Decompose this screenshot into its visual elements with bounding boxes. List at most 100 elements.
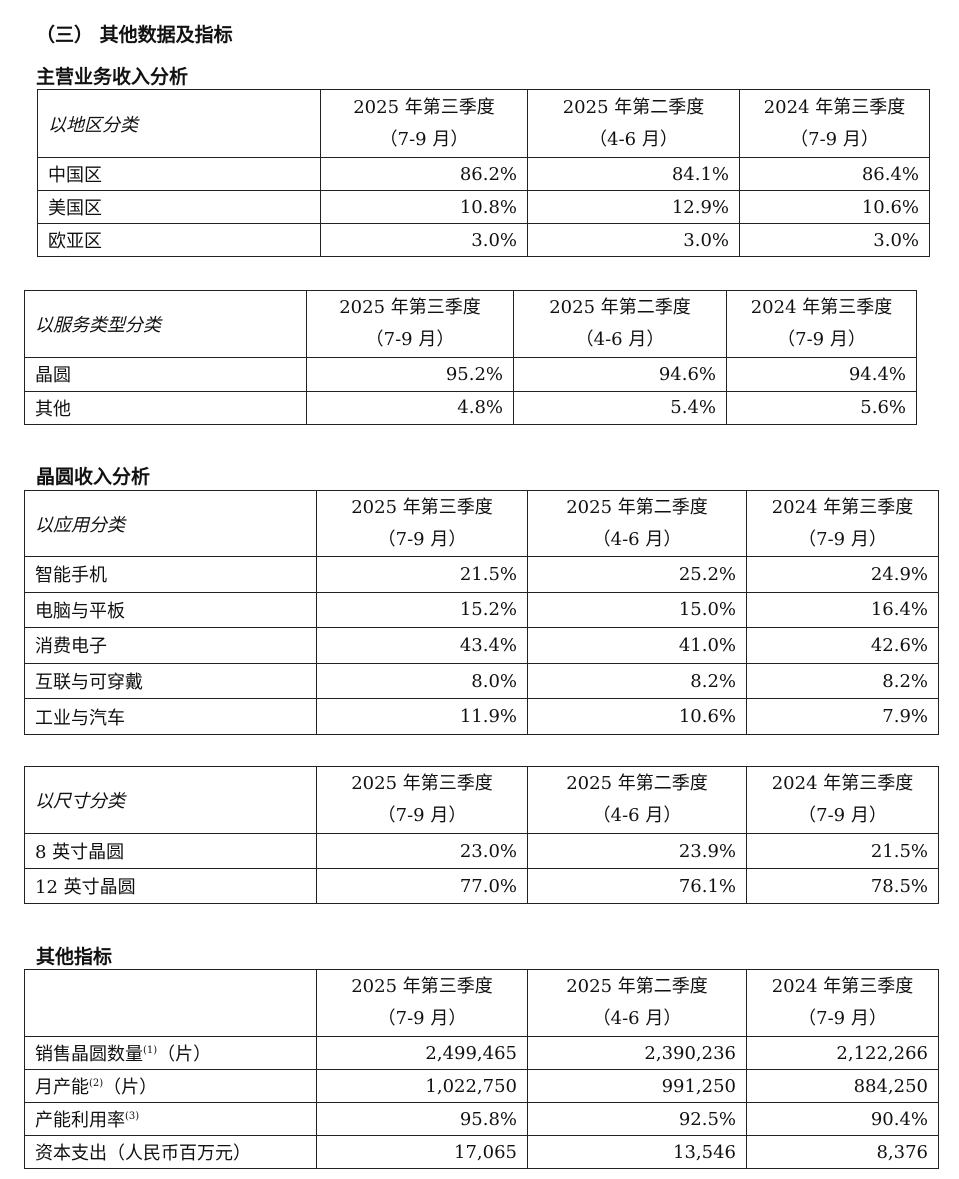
value-cell: 15.0% — [527, 591, 747, 629]
period-line1: 2024 年第三季度 — [763, 96, 906, 118]
table-row: 美国区 10.8% 12.9% 10.6% — [37, 190, 930, 224]
period-line1: 2024 年第三季度 — [750, 297, 893, 318]
period-line2: （7-9 月） — [777, 329, 866, 350]
period-line1: 2024 年第三季度 — [771, 976, 914, 997]
period-header: 2025 年第二季度 （4-6 月） — [527, 766, 747, 834]
value-cell: 92.5% — [527, 1102, 747, 1136]
value-cell: 77.0% — [316, 868, 528, 904]
header-row: 2025 年第三季度 （7-9 月） 2025 年第二季度 （4-6 月） 2024 年… — [24, 969, 939, 1037]
period-line2: （7-9 月） — [790, 128, 879, 150]
table-row: 电脑与平板 15.2% 15.0% 16.4% — [24, 591, 939, 629]
value-cell: 884,250 — [746, 1069, 939, 1103]
value-cell: 21.5% — [746, 833, 939, 869]
row-label: 中国区 — [48, 165, 102, 186]
period-header: 2025 年第三季度 （7-9 月） — [316, 490, 528, 557]
value-cell: 10.6% — [527, 698, 747, 735]
unit-label: （片） — [157, 1044, 212, 1065]
table-row: 产能利用率(3) 95.8% 92.5% 90.4% — [24, 1102, 939, 1136]
period-line2: （7-9 月） — [377, 1008, 467, 1029]
table-row: 8 英寸晶圆 23.0% 23.9% 21.5% — [24, 833, 939, 869]
value-cell: 8.2% — [527, 662, 747, 700]
period-line2: （7-9 月） — [379, 128, 469, 150]
value-cell: 24.9% — [746, 556, 939, 593]
table-row: 欧亚区 3.0% 3.0% 3.0% — [37, 223, 930, 257]
application-table: 以应用分类 2025 年第三季度 （7-9 月） 2025 年第二季度 （4-6 月） 2… — [24, 490, 939, 735]
row-label: 欧亚区 — [48, 231, 102, 252]
row-label-cell: 互联与可穿戴 — [24, 662, 317, 700]
row-label-cell: 美国区 — [37, 190, 321, 224]
row-label: 消费电子 — [35, 636, 107, 658]
table-row: 销售晶圆数量(1)（片） 2,499,465 2,390,236 2,122,266 — [24, 1036, 939, 1070]
period-header: 2025 年第二季度 （4-6 月） — [527, 490, 747, 557]
table-row: 智能手机 21.5% 25.2% 24.9% — [24, 556, 939, 593]
value-cell: 16.4% — [746, 591, 939, 629]
period-header: 2025 年第二季度 （4-6 月） — [527, 89, 740, 158]
row-label-cell: 欧亚区 — [37, 223, 321, 257]
period-header: 2025 年第三季度 （7-9 月） — [320, 89, 528, 158]
table-row: 中国区 86.2% 84.1% 86.4% — [37, 157, 930, 191]
period-header: 2025 年第三季度 （7-9 月） — [316, 766, 528, 834]
row-label-cell: 销售晶圆数量(1)（片） — [24, 1036, 317, 1070]
value-cell: 2,390,236 — [527, 1036, 747, 1070]
row-label-cell: 中国区 — [37, 157, 321, 191]
period-line1: 2024 年第三季度 — [771, 773, 914, 794]
value-cell: 78.5% — [746, 868, 939, 904]
row-label: 晶圆 — [35, 365, 71, 387]
row-label-cell: 电脑与平板 — [24, 591, 317, 629]
period-line2: （4-6 月） — [592, 805, 682, 826]
footnote-marker: (1) — [143, 1045, 158, 1056]
value-cell: 5.4% — [513, 390, 727, 425]
period-line2: （7-9 月） — [798, 1008, 887, 1029]
footnote-marker: (3) — [125, 1111, 140, 1122]
header-row: 以地区分类 2025 年第三季度 （7-9 月） 2025 年第二季度 （4-6 月） 2… — [37, 89, 930, 158]
row-label-cell: 其他 — [24, 390, 307, 425]
value-cell: 10.8% — [320, 190, 528, 224]
value-cell: 8.0% — [316, 662, 528, 700]
period-header: 2024 年第三季度 （7-9 月） — [746, 969, 939, 1037]
value-cell: 8,376 — [746, 1135, 939, 1169]
period-header: 2025 年第二季度 （4-6 月） — [527, 969, 747, 1037]
row-label-cell: 资本支出（人民币百万元） — [24, 1135, 317, 1169]
category-header: 以服务类型分类 — [24, 290, 307, 358]
row-label: 工业与汽车 — [35, 707, 125, 729]
table-row: 互联与可穿戴 8.0% 8.2% 8.2% — [24, 662, 939, 700]
period-header: 2024 年第三季度 （7-9 月） — [739, 89, 930, 158]
heading-wafer-revenue: 晶圆收入分析 — [36, 466, 151, 488]
value-cell: 76.1% — [527, 868, 747, 904]
period-line2: （7-9 月） — [798, 805, 887, 826]
heading-main-revenue: 主营业务收入分析 — [36, 66, 189, 88]
period-line2: （7-9 月） — [365, 329, 455, 350]
period-line1: 2024 年第三季度 — [771, 496, 914, 518]
row-label: 资本支出（人民币百万元） — [35, 1143, 251, 1164]
value-cell: 4.8% — [306, 390, 514, 425]
period-line2: （4-6 月） — [592, 528, 682, 550]
value-cell: 1,022,750 — [316, 1069, 528, 1103]
table-row: 消费电子 43.4% 41.0% 42.6% — [24, 627, 939, 664]
value-cell: 3.0% — [320, 223, 528, 257]
period-header: 2024 年第三季度 （7-9 月） — [746, 766, 939, 834]
period-line1: 2025 年第二季度 — [566, 496, 708, 518]
value-cell: 95.2% — [306, 357, 514, 392]
period-line1: 2025 年第二季度 — [549, 297, 691, 318]
row-label: 智能手机 — [35, 565, 107, 587]
table-row: 其他 4.8% 5.4% 5.6% — [24, 390, 917, 425]
value-cell: 23.9% — [527, 833, 747, 869]
value-cell: 84.1% — [527, 157, 740, 191]
value-cell: 10.6% — [739, 190, 930, 224]
period-line1: 2025 年第三季度 — [339, 297, 481, 318]
value-cell: 3.0% — [739, 223, 930, 257]
service-type-table: 以服务类型分类 2025 年第三季度 （7-9 月） 2025 年第二季度 （4-6 月… — [24, 290, 917, 425]
period-line1: 2025 年第三季度 — [351, 496, 493, 518]
period-header: 2025 年第三季度 （7-9 月） — [306, 290, 514, 358]
period-header: 2025 年第二季度 （4-6 月） — [513, 290, 727, 358]
period-line1: 2025 年第二季度 — [566, 773, 708, 794]
value-cell: 43.4% — [316, 627, 528, 664]
period-header: 2024 年第三季度 （7-9 月） — [746, 490, 939, 557]
value-cell: 25.2% — [527, 556, 747, 593]
value-cell: 42.6% — [746, 627, 939, 664]
category-header: 以地区分类 — [37, 89, 321, 158]
row-label: 8 英寸晶圆 — [35, 842, 125, 863]
row-label-cell: 12 英寸晶圆 — [24, 868, 317, 904]
row-label-cell: 工业与汽车 — [24, 698, 317, 735]
row-label-cell: 晶圆 — [24, 357, 307, 392]
